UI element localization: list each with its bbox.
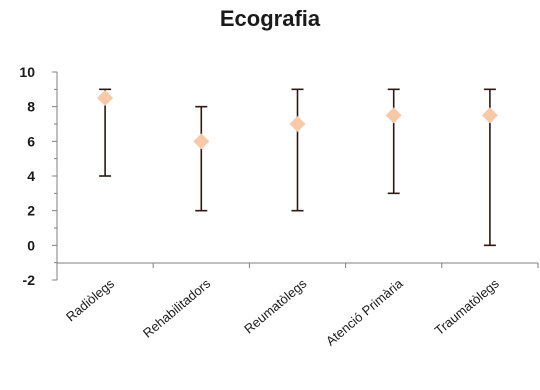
y-tick-label: 10 [19,64,35,80]
y-tick-label: 2 [27,203,35,219]
x-category-label: Radiòlegs [63,275,117,324]
y-tick-label: 8 [27,99,35,115]
chart-title: Ecografia [219,6,321,31]
y-tick-label: 4 [27,168,35,184]
x-category-label: Atenció Primària [323,275,406,348]
y-tick-label: -2 [23,272,36,288]
data-point-marker [193,133,210,150]
data-point-marker [289,116,306,132]
data-point-marker [481,107,498,124]
x-category-label: Traumatòlegs [432,275,503,338]
data-point-marker [97,90,114,106]
y-tick-label: 6 [27,133,35,149]
x-category-label: Reumatòlegs [241,275,310,336]
y-tick-label: 0 [27,237,35,253]
data-point-marker [385,107,402,124]
x-category-label: Rehabilitadors [140,275,214,340]
